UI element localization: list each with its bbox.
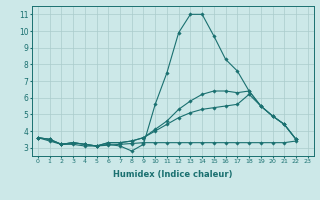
X-axis label: Humidex (Indice chaleur): Humidex (Indice chaleur) (113, 170, 233, 179)
